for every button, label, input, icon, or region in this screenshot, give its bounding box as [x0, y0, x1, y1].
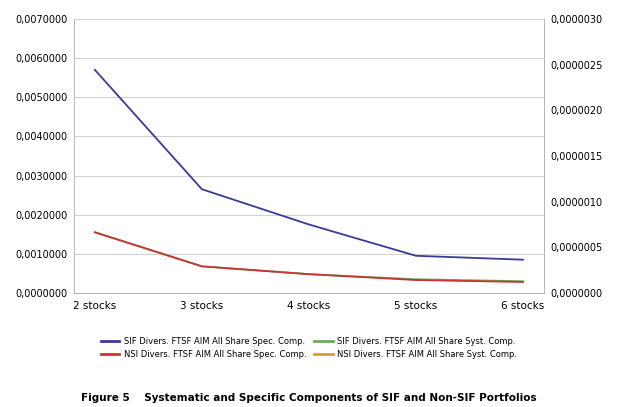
Legend: SIF Divers. FTSF AIM All Share Spec. Comp., NSI Divers. FTSF AIM All Share Spec.: SIF Divers. FTSF AIM All Share Spec. Com…: [98, 333, 520, 362]
Text: Figure 5    Systematic and Specific Components of SIF and Non-SIF Portfolios: Figure 5 Systematic and Specific Compone…: [81, 393, 537, 403]
